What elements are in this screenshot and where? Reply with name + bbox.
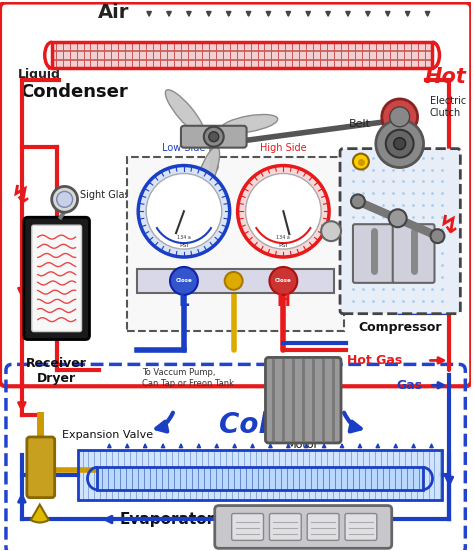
FancyBboxPatch shape bbox=[265, 358, 341, 443]
Circle shape bbox=[52, 186, 78, 212]
FancyBboxPatch shape bbox=[340, 149, 460, 314]
Circle shape bbox=[390, 107, 410, 127]
Text: Cold: Cold bbox=[219, 411, 288, 439]
Text: Sight Glass: Sight Glass bbox=[80, 190, 134, 201]
Text: Close: Close bbox=[175, 278, 192, 283]
Text: To Vaccum Pump,
Can Tap or Freon Tank: To Vaccum Pump, Can Tap or Freon Tank bbox=[142, 369, 234, 388]
Circle shape bbox=[430, 229, 445, 243]
FancyBboxPatch shape bbox=[353, 224, 395, 283]
Text: Belt: Belt bbox=[349, 119, 371, 129]
Circle shape bbox=[246, 174, 321, 249]
FancyBboxPatch shape bbox=[215, 506, 392, 548]
Text: Liquid: Liquid bbox=[18, 68, 61, 80]
Text: 134 a: 134 a bbox=[276, 235, 290, 240]
Text: Evaporator: Evaporator bbox=[119, 511, 214, 527]
Text: PSI: PSI bbox=[279, 243, 288, 248]
FancyBboxPatch shape bbox=[393, 224, 435, 283]
Ellipse shape bbox=[221, 115, 278, 133]
Text: Fan
Motor: Fan Motor bbox=[287, 428, 319, 450]
Circle shape bbox=[321, 221, 341, 241]
Text: Oil: Oil bbox=[371, 155, 384, 165]
Circle shape bbox=[394, 138, 406, 150]
Circle shape bbox=[57, 191, 73, 207]
Text: ↯: ↯ bbox=[439, 214, 460, 238]
Text: Air: Air bbox=[98, 3, 129, 22]
Bar bbox=[52, 42, 432, 68]
Bar bbox=[78, 450, 442, 500]
Bar bbox=[98, 467, 422, 490]
Circle shape bbox=[382, 99, 418, 134]
Circle shape bbox=[353, 154, 369, 170]
Circle shape bbox=[386, 129, 414, 158]
Text: Electric
Clutch: Electric Clutch bbox=[429, 96, 466, 118]
Bar bbox=[137, 269, 334, 293]
Circle shape bbox=[204, 127, 224, 147]
Text: Expansion Valve: Expansion Valve bbox=[62, 430, 153, 440]
Circle shape bbox=[237, 165, 329, 257]
Circle shape bbox=[146, 174, 222, 249]
FancyBboxPatch shape bbox=[269, 514, 301, 541]
Circle shape bbox=[351, 195, 365, 208]
Text: PSI: PSI bbox=[179, 243, 189, 248]
FancyBboxPatch shape bbox=[27, 437, 55, 498]
Circle shape bbox=[138, 165, 230, 257]
Circle shape bbox=[389, 209, 407, 227]
Text: H: H bbox=[276, 292, 290, 310]
Bar bbox=[52, 42, 432, 68]
Circle shape bbox=[225, 272, 243, 290]
Circle shape bbox=[170, 267, 198, 295]
Text: Receiver
Dryer: Receiver Dryer bbox=[26, 358, 87, 386]
FancyBboxPatch shape bbox=[127, 156, 344, 331]
Text: L: L bbox=[179, 292, 189, 310]
Bar bbox=[78, 450, 442, 500]
Ellipse shape bbox=[195, 147, 219, 201]
Text: 134 a: 134 a bbox=[177, 235, 191, 240]
FancyBboxPatch shape bbox=[32, 225, 82, 332]
Text: ↯: ↯ bbox=[11, 185, 32, 208]
Ellipse shape bbox=[165, 90, 204, 135]
Text: Low Side: Low Side bbox=[162, 143, 206, 153]
Text: Hot Gas: Hot Gas bbox=[347, 354, 403, 367]
FancyBboxPatch shape bbox=[345, 514, 377, 541]
Text: High Side: High Side bbox=[260, 143, 307, 153]
Bar bbox=[98, 467, 422, 490]
FancyBboxPatch shape bbox=[181, 126, 246, 148]
Circle shape bbox=[376, 120, 424, 168]
Circle shape bbox=[209, 132, 219, 142]
FancyBboxPatch shape bbox=[232, 514, 264, 541]
Text: Hot: Hot bbox=[425, 67, 466, 87]
Wedge shape bbox=[31, 505, 49, 522]
FancyBboxPatch shape bbox=[307, 514, 339, 541]
FancyBboxPatch shape bbox=[24, 217, 90, 339]
Text: Compressor: Compressor bbox=[358, 321, 441, 334]
Text: Close: Close bbox=[275, 278, 292, 283]
Circle shape bbox=[269, 267, 297, 295]
Text: Gas: Gas bbox=[396, 379, 422, 392]
Text: Condenser: Condenser bbox=[20, 83, 128, 101]
